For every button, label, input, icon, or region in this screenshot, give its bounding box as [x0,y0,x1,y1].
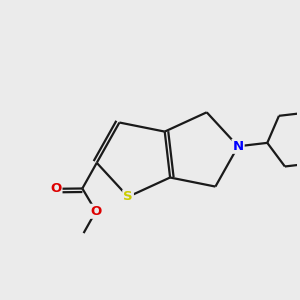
Text: O: O [50,182,61,195]
Text: O: O [90,205,101,218]
Text: N: N [232,140,244,153]
Text: S: S [123,190,133,203]
